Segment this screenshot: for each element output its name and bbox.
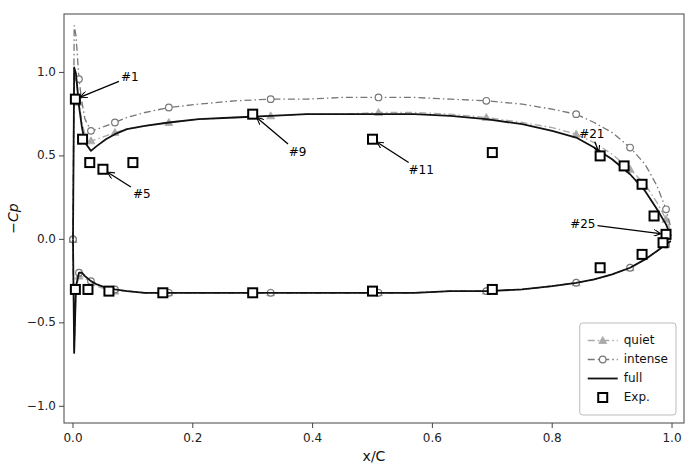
y-tick <box>59 322 64 323</box>
data-point <box>248 288 257 297</box>
legend-item: intense <box>588 352 668 366</box>
x-tick-label: 0.6 <box>423 431 442 445</box>
legend-item: Exp. <box>598 390 650 404</box>
data-point <box>88 128 95 135</box>
data-point <box>483 98 490 105</box>
annotation-text: #25 <box>570 217 595 231</box>
data-point <box>85 158 94 167</box>
data-point <box>638 250 647 259</box>
data-point <box>71 95 80 104</box>
data-point <box>267 96 274 103</box>
annotation-text: #1 <box>121 70 139 84</box>
data-point <box>87 137 95 144</box>
plot-frame <box>64 14 684 423</box>
series-2 <box>70 26 671 243</box>
legend: quiet intense full Exp. <box>580 323 676 415</box>
annotation-text: #9 <box>289 145 307 159</box>
x-tick-label: 1.0 <box>662 431 681 445</box>
y-tick <box>59 239 64 240</box>
data-point <box>112 119 119 126</box>
data-point <box>368 135 377 144</box>
legend-item: quiet <box>588 333 655 347</box>
x-tick <box>192 423 193 428</box>
data-point <box>627 144 634 151</box>
annotation-arrow <box>378 142 409 162</box>
series-line <box>73 67 671 239</box>
y-tick <box>59 72 64 73</box>
data-point <box>375 94 382 101</box>
annotation-arrow <box>108 172 131 186</box>
y-tick <box>59 155 64 156</box>
y-axis-label: −Cp <box>5 203 21 234</box>
legend-label: Exp. <box>624 390 650 404</box>
legend-item: full <box>588 371 643 385</box>
legend-line <box>588 378 618 380</box>
y-tick-label: −0.5 <box>27 315 56 329</box>
annotation-text: #5 <box>133 187 151 201</box>
data-point <box>248 110 257 119</box>
data-point <box>620 161 629 170</box>
y-tick-label: 1.0 <box>37 65 56 79</box>
annotation-text: #11 <box>408 163 433 177</box>
data-point <box>488 148 497 157</box>
y-tick-label: −1.0 <box>27 399 56 413</box>
x-tick-label: 0.4 <box>303 431 322 445</box>
series-4 <box>73 67 671 239</box>
annotation-arrow <box>595 142 599 152</box>
data-point <box>104 287 113 296</box>
series-line <box>73 26 671 240</box>
legend-box <box>580 323 676 415</box>
annotation-arrow <box>257 118 288 144</box>
y-tick <box>59 406 64 407</box>
legend-label: intense <box>624 352 668 366</box>
data-point <box>638 180 647 189</box>
data-point <box>71 285 80 294</box>
data-point <box>488 285 497 294</box>
x-tick-label: 0.0 <box>63 431 82 445</box>
data-point <box>663 206 670 213</box>
y-tick-label: 0.5 <box>37 148 56 162</box>
data-point <box>83 285 92 294</box>
y-tick-label: 0.0 <box>37 232 56 246</box>
data-point <box>98 165 107 174</box>
series-line <box>73 67 671 239</box>
data-point <box>158 288 167 297</box>
x-tick <box>552 423 553 428</box>
x-tick <box>72 423 73 428</box>
series-6 <box>71 95 671 239</box>
legend-label: full <box>624 371 643 385</box>
x-tick <box>312 423 313 428</box>
legend-marker <box>599 337 607 344</box>
data-point <box>78 135 87 144</box>
data-point <box>166 104 173 111</box>
x-axis-label: x/C <box>363 448 386 464</box>
data-area <box>69 26 671 353</box>
data-point <box>368 287 377 296</box>
series-0 <box>69 67 671 242</box>
legend-label: quiet <box>624 333 655 347</box>
data-point <box>596 263 605 272</box>
x-tick-label: 0.8 <box>543 431 562 445</box>
annotation-text: #21 <box>579 127 604 141</box>
series-7 <box>71 238 668 297</box>
x-tick <box>672 423 673 428</box>
data-point <box>573 111 580 118</box>
data-point <box>128 158 137 167</box>
annotation-arrow <box>598 226 661 234</box>
data-point <box>596 151 605 160</box>
x-tick <box>432 423 433 428</box>
data-point <box>659 238 668 247</box>
data-point <box>650 211 659 220</box>
annotation-arrow <box>81 81 119 97</box>
x-tick-label: 0.2 <box>183 431 202 445</box>
legend-marker <box>598 393 607 402</box>
chart: 0.0 0.2 0.4 0.6 0.8 1.0 −1.0 −0.5 0.0 0.5 1.0 x/C −C… <box>0 0 698 471</box>
legend-marker <box>599 356 606 363</box>
axes: 0.0 0.2 0.4 0.6 0.8 1.0 −1.0 −0.5 0.0 0.5 1.0 <box>27 65 682 445</box>
annotations: #1 #5 #9 #11 #21 #25 <box>81 70 660 234</box>
